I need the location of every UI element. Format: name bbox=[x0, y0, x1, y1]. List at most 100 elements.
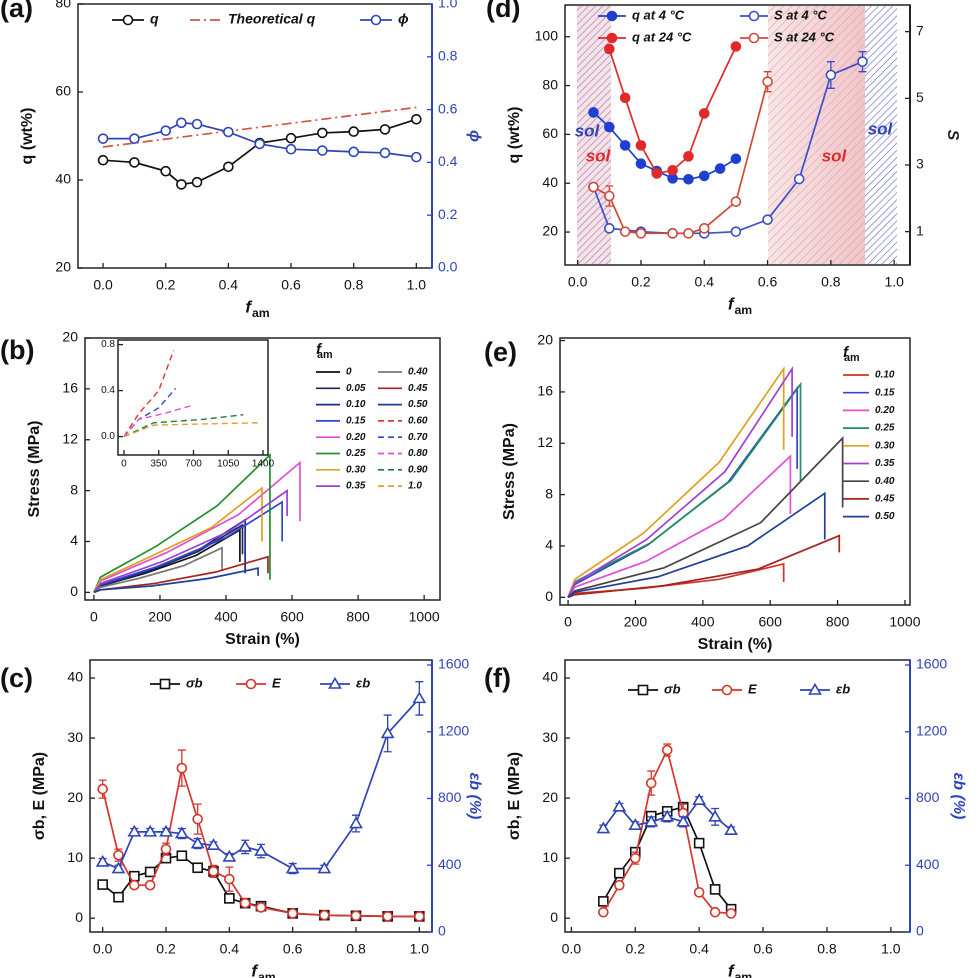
y-tick-label: 0.8 bbox=[101, 339, 115, 350]
series-line bbox=[123, 414, 244, 438]
x-tick-label: 0.2 bbox=[156, 277, 176, 293]
legend-label: εb bbox=[356, 675, 370, 690]
data-point bbox=[604, 121, 615, 133]
y-tick-label: 100 bbox=[535, 27, 559, 43]
y-axis-label: σb, E (MPa) bbox=[506, 752, 523, 840]
data-point bbox=[614, 867, 625, 879]
data-point bbox=[208, 866, 219, 877]
x-tick-label: 800 bbox=[826, 614, 850, 630]
x-tick-label: 1.0 bbox=[410, 941, 430, 957]
data-point bbox=[598, 906, 609, 918]
data-point bbox=[825, 69, 837, 81]
data-point bbox=[176, 762, 188, 774]
x-tick-label: 0.6 bbox=[281, 277, 301, 293]
x-tick-label: 700 bbox=[185, 459, 202, 470]
data-point bbox=[382, 911, 393, 922]
data-point bbox=[223, 126, 234, 138]
y-tick-label: 0.0 bbox=[101, 431, 115, 442]
x-tick-label: 0.2 bbox=[626, 941, 646, 957]
data-point bbox=[285, 861, 300, 874]
legend-label: 0.20 bbox=[875, 405, 895, 416]
y-tick-label: 20 bbox=[542, 223, 558, 239]
y-tick-label: 20 bbox=[55, 259, 71, 275]
data-point bbox=[191, 118, 203, 130]
legend-marker bbox=[606, 10, 618, 22]
axis-label-sub: am bbox=[735, 303, 753, 317]
data-point bbox=[692, 793, 707, 805]
data-point bbox=[223, 161, 234, 173]
data-point bbox=[97, 133, 109, 144]
data-point bbox=[111, 861, 126, 874]
series-line bbox=[93, 567, 259, 594]
data-point bbox=[709, 906, 721, 918]
data-point bbox=[857, 56, 868, 67]
data-point bbox=[380, 726, 395, 739]
legend-label: 0.90 bbox=[408, 464, 428, 475]
data-point bbox=[254, 843, 268, 856]
data-point bbox=[97, 879, 108, 890]
legend-marker bbox=[748, 10, 760, 22]
x-tick-label: 0.0 bbox=[562, 941, 582, 957]
legend-marker bbox=[808, 682, 822, 695]
y2-tick-label: 400 bbox=[916, 856, 940, 872]
legend-label: q at 4 °C bbox=[632, 7, 685, 22]
y2-tick-label: 0.0 bbox=[438, 259, 458, 275]
y-tick-label: 0 bbox=[75, 909, 83, 925]
y2-tick-label: 1600 bbox=[916, 656, 947, 672]
axis-label: f bbox=[245, 297, 253, 316]
series-line bbox=[123, 350, 175, 437]
x-tick-label: 200 bbox=[624, 614, 648, 630]
y-tick-label: 20 bbox=[537, 331, 553, 347]
legend-label: 0.15 bbox=[875, 387, 895, 398]
legend-label: Theoretical q bbox=[228, 11, 316, 27]
legend-label: 0.45 bbox=[875, 494, 895, 505]
y-tick-label: 16 bbox=[62, 380, 78, 396]
annotation: sol bbox=[822, 146, 848, 165]
y-tick-label: 40 bbox=[542, 174, 558, 190]
data-point bbox=[619, 226, 631, 237]
data-point bbox=[97, 154, 109, 166]
x-tick-label: 1000 bbox=[889, 614, 920, 630]
panel-label: (d) bbox=[486, 0, 520, 23]
axis-label: f bbox=[843, 344, 850, 361]
data-point bbox=[762, 76, 773, 87]
y-tick-label: 8 bbox=[70, 481, 78, 497]
axis-label: f bbox=[728, 961, 736, 978]
axis-label: f bbox=[728, 294, 736, 313]
x-tick-label: 0.2 bbox=[156, 941, 176, 957]
x-tick-label: 0.6 bbox=[758, 274, 778, 290]
data-point bbox=[725, 908, 737, 919]
y-tick-label: 20 bbox=[62, 329, 78, 345]
data-point bbox=[709, 884, 721, 895]
data-point bbox=[285, 143, 297, 155]
data-point bbox=[604, 190, 615, 202]
series-line bbox=[123, 404, 192, 438]
legend-marker bbox=[122, 14, 134, 26]
y-tick-label: 16 bbox=[537, 383, 553, 399]
data-point bbox=[412, 691, 427, 704]
y-tick-label: 40 bbox=[55, 171, 71, 187]
panel-label: (a) bbox=[0, 0, 33, 23]
data-point bbox=[698, 108, 710, 119]
series-line bbox=[123, 422, 259, 438]
data-point bbox=[160, 843, 172, 855]
legend-marker bbox=[637, 684, 649, 696]
data-point bbox=[348, 126, 359, 137]
y-tick-label: 80 bbox=[55, 0, 71, 11]
data-point bbox=[724, 823, 738, 836]
data-point bbox=[793, 173, 805, 185]
data-point bbox=[317, 127, 328, 139]
legend-label: 0.50 bbox=[875, 511, 895, 522]
data-point bbox=[411, 113, 422, 125]
series-line bbox=[567, 454, 792, 598]
data-point bbox=[667, 228, 678, 239]
legend-marker bbox=[245, 678, 257, 690]
legend-label: 1.0 bbox=[408, 481, 422, 492]
y-tick-label: 20 bbox=[542, 789, 558, 805]
axis-label-sub: am bbox=[735, 970, 753, 978]
data-point bbox=[176, 850, 188, 862]
x-tick-label: 400 bbox=[691, 614, 715, 630]
data-point bbox=[730, 196, 742, 207]
y2-tick-label: 0.2 bbox=[438, 206, 458, 222]
annotation: sol bbox=[586, 146, 612, 165]
